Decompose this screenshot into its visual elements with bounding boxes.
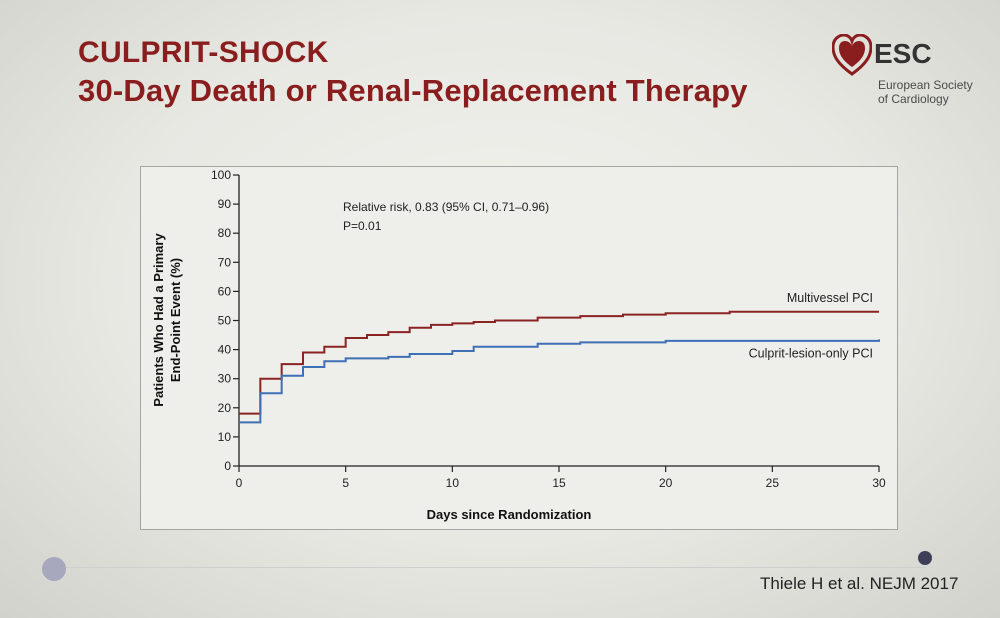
y-tick-label: 90 <box>218 197 232 211</box>
series-label-multivessel: Multivessel PCI <box>787 291 873 305</box>
series-line-multivessel <box>239 310 879 415</box>
y-tick-label: 100 <box>211 168 231 182</box>
decorative-dot-left <box>42 557 66 581</box>
kaplan-meier-chart: 0 10 20 30 40 50 60 70 80 90 100 0 5 10 15 20 25 30 Days s… <box>151 168 886 522</box>
heart-icon <box>832 34 872 76</box>
x-axis-label: Days since Randomization <box>427 507 592 522</box>
annotation-relative-risk: Relative risk, 0.83 (95% CI, 0.71–0.96) <box>343 200 549 214</box>
y-tick-label: 20 <box>218 401 232 415</box>
x-tick-label: 30 <box>872 476 886 490</box>
slide-title-line2: 30-Day Death or Renal-Replacement Therap… <box>78 73 748 108</box>
x-tick-label: 20 <box>659 476 673 490</box>
y-tick-label: 50 <box>218 314 232 328</box>
x-tick-label: 25 <box>766 476 780 490</box>
x-tick-label: 15 <box>552 476 566 490</box>
logo-subtitle-line2: of Cardiology <box>878 92 949 106</box>
y-axis-label-line1: Patients Who Had a Primary <box>151 233 166 407</box>
y-tick-label: 10 <box>218 430 232 444</box>
logo-abbreviation: ESC <box>874 38 932 69</box>
logo-subtitle-line1: European Society <box>878 78 973 92</box>
y-tick-label: 0 <box>224 459 231 473</box>
x-tick-label: 10 <box>446 476 460 490</box>
y-tick-label: 60 <box>218 284 232 298</box>
annotation-p-value: P=0.01 <box>343 219 382 233</box>
y-tick-label: 40 <box>218 343 232 357</box>
x-tick-label: 5 <box>342 476 349 490</box>
y-axis-label-line2: End-Point Event (%) <box>168 258 183 382</box>
decorative-dot-right <box>918 551 932 565</box>
footer-divider <box>56 567 926 568</box>
y-tick-label: 80 <box>218 226 232 240</box>
x-tick-label: 0 <box>236 476 243 490</box>
series-line-culprit-only <box>239 339 880 424</box>
chart-panel: 0 10 20 30 40 50 60 70 80 90 100 0 5 10 15 20 25 30 Days s… <box>140 166 898 530</box>
citation-text: Thiele H et al. NEJM 2017 <box>760 574 959 593</box>
slide-title-line1: CULPRIT-SHOCK <box>78 36 329 69</box>
y-tick-label: 30 <box>218 372 232 386</box>
series-label-culprit-only: Culprit-lesion-only PCI <box>749 346 873 360</box>
y-tick-label: 70 <box>218 255 232 269</box>
logo-subtitle: European Society of Cardiology <box>878 78 973 106</box>
esc-logo: ESC European Society of Cardiology <box>832 30 992 120</box>
